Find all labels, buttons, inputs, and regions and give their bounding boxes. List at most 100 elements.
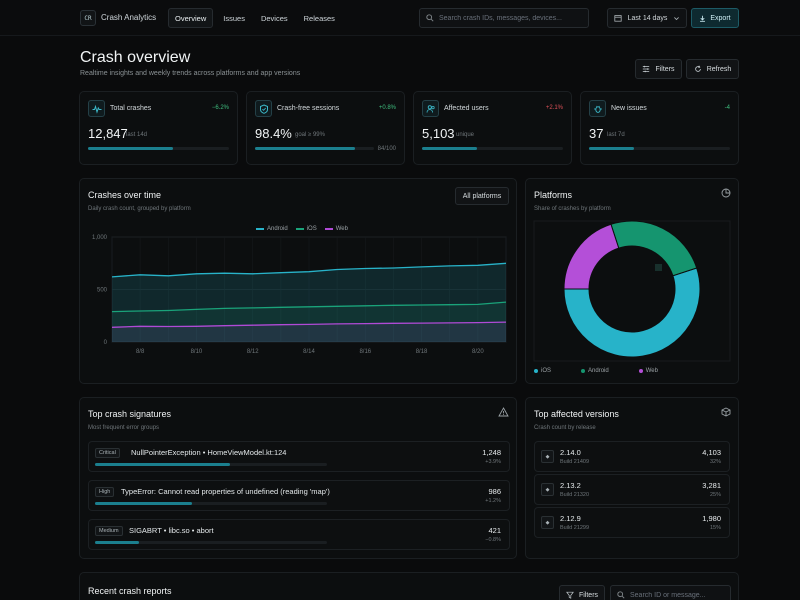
search-input[interactable] bbox=[439, 14, 579, 22]
kpi-label: Crash-free sessions bbox=[277, 105, 340, 112]
crashes-over-time-card: Crashes over time Daily crash count, gro… bbox=[79, 178, 517, 384]
data-point-android bbox=[139, 274, 141, 276]
data-point-ios bbox=[111, 311, 113, 313]
kpi-progress-fill bbox=[255, 147, 355, 150]
nav-item-overview[interactable]: Overview bbox=[168, 8, 214, 28]
donut-slice-android bbox=[610, 220, 698, 277]
calendar-icon bbox=[614, 15, 622, 22]
kpi-value: 5,103 bbox=[422, 126, 455, 141]
reports-search[interactable] bbox=[610, 585, 731, 600]
export-label: Export bbox=[710, 14, 731, 22]
data-point-web bbox=[336, 323, 338, 325]
reports-filters-button[interactable]: Filters bbox=[559, 585, 605, 600]
version-row[interactable]: ◆ 2.12.9 Build 21299 1,980 15% bbox=[534, 507, 730, 538]
pie-chart-icon[interactable] bbox=[721, 188, 731, 198]
crash-signatures-card: Top crash signatures Most frequent error… bbox=[79, 397, 517, 559]
filters-button[interactable]: Filters bbox=[635, 59, 682, 79]
tag-icon: ◆ bbox=[541, 516, 554, 529]
chevron-down-icon bbox=[674, 16, 679, 20]
chart-legend: Android iOS Web bbox=[256, 226, 348, 232]
series-area-android bbox=[112, 263, 506, 342]
y-tick-label: 0 bbox=[104, 340, 108, 346]
kpi-delta: +0.8% bbox=[378, 105, 396, 111]
data-point-ios bbox=[393, 304, 395, 306]
platforms-legend: iOS Android Web bbox=[534, 368, 658, 374]
data-point-ios bbox=[224, 308, 226, 310]
package-icon[interactable] bbox=[721, 407, 731, 417]
x-tick-label: 8/16 bbox=[359, 349, 371, 355]
version-count: 3,281 bbox=[702, 481, 721, 490]
version-row[interactable]: ◆ 2.13.2 Build 21320 3,281 25% bbox=[534, 474, 730, 505]
filters-label: Filters bbox=[655, 65, 675, 73]
data-point-web bbox=[421, 322, 423, 324]
pulse-icon bbox=[88, 100, 105, 117]
platforms-donut-chart bbox=[533, 220, 731, 362]
data-point-android bbox=[477, 264, 479, 266]
kpi-progress-bar bbox=[589, 147, 730, 150]
affected-versions-card: Top affected versions Crash count by rel… bbox=[525, 397, 739, 559]
data-point-android bbox=[336, 269, 338, 271]
kpi-card-crash-free-sessions: Crash-free sessions +0.8% 98.4% goal ≥ 9… bbox=[246, 91, 405, 165]
data-point-ios bbox=[505, 301, 507, 303]
tag-icon: ◆ bbox=[541, 483, 554, 496]
main-nav: Overview Issues Devices Releases bbox=[168, 8, 341, 28]
signature-row[interactable]: High TypeError: Cannot read properties o… bbox=[88, 480, 510, 511]
platform-filter-button[interactable]: All platforms bbox=[455, 187, 509, 205]
kpi-progress-bar bbox=[422, 147, 563, 150]
version-row[interactable]: ◆ 2.14.0 Build 21409 4,103 32% bbox=[534, 441, 730, 472]
data-point-web bbox=[252, 324, 254, 326]
search-icon bbox=[617, 591, 625, 599]
platforms-title: Platforms bbox=[534, 190, 573, 200]
versions-subtitle: Crash count by release bbox=[534, 425, 596, 431]
refresh-icon bbox=[694, 65, 701, 72]
shield-icon bbox=[255, 100, 272, 117]
signature-row[interactable]: Medium SIGABRT • libc.so • abort 421 −0.… bbox=[88, 519, 510, 550]
data-point-web bbox=[449, 322, 451, 324]
donut-slice-ios bbox=[563, 267, 701, 358]
version-name: 2.14.0 bbox=[560, 448, 581, 457]
kpi-delta: −6.2% bbox=[211, 105, 229, 111]
legend-web: Web bbox=[324, 226, 348, 232]
severity-badge: Medium bbox=[95, 526, 123, 536]
data-point-android bbox=[252, 273, 254, 275]
signature-row[interactable]: Critical NullPointerException • HomeView… bbox=[88, 441, 510, 472]
date-range-label: Last 14 days bbox=[627, 14, 668, 22]
y-tick-label: 1,000 bbox=[92, 235, 108, 241]
signature-delta: −0.8% bbox=[485, 537, 501, 543]
data-point-web bbox=[167, 326, 169, 328]
kpi-progress-fill bbox=[422, 147, 477, 150]
signature-title: TypeError: Cannot read properties of und… bbox=[121, 487, 330, 496]
kpi-note: last 7d bbox=[607, 132, 625, 138]
version-percent: 25% bbox=[709, 492, 721, 498]
signature-share-fill bbox=[95, 502, 193, 505]
data-point-ios bbox=[139, 310, 141, 312]
data-point-web bbox=[393, 322, 395, 324]
signature-delta: +1.2% bbox=[485, 498, 501, 504]
export-button[interactable]: Export bbox=[691, 8, 739, 28]
nav-item-issues[interactable]: Issues bbox=[223, 13, 245, 23]
data-point-web bbox=[477, 322, 479, 324]
series-line-web bbox=[111, 321, 507, 328]
donut-center-marker bbox=[655, 264, 662, 271]
alert-triangle-icon[interactable] bbox=[498, 407, 509, 417]
version-build: Build 21320 bbox=[560, 492, 590, 498]
data-point-android bbox=[505, 262, 507, 264]
date-range-picker[interactable]: Last 14 days bbox=[607, 8, 687, 28]
global-search[interactable] bbox=[419, 8, 589, 28]
x-tick-label: 8/10 bbox=[191, 349, 203, 355]
kpi-value: 98.4% bbox=[255, 126, 292, 141]
version-count: 1,980 bbox=[702, 514, 721, 523]
data-point-android bbox=[364, 268, 366, 270]
severity-badge: Critical bbox=[95, 448, 120, 458]
reports-search-input[interactable] bbox=[630, 591, 725, 599]
platforms-subtitle: Share of crashes by platform bbox=[534, 206, 611, 212]
refresh-button[interactable]: Refresh bbox=[686, 59, 739, 79]
data-point-android bbox=[308, 271, 310, 273]
y-tick-label: 500 bbox=[97, 288, 108, 294]
legend-android: Android bbox=[256, 226, 288, 232]
signature-count: 986 bbox=[488, 487, 501, 496]
nav-item-releases[interactable]: Releases bbox=[303, 13, 335, 23]
legend-ios: iOS bbox=[295, 226, 317, 232]
nav-item-devices[interactable]: Devices bbox=[260, 13, 288, 23]
kpi-card-affected-users: Affected users +2.1% 5,103 unique bbox=[413, 91, 572, 165]
